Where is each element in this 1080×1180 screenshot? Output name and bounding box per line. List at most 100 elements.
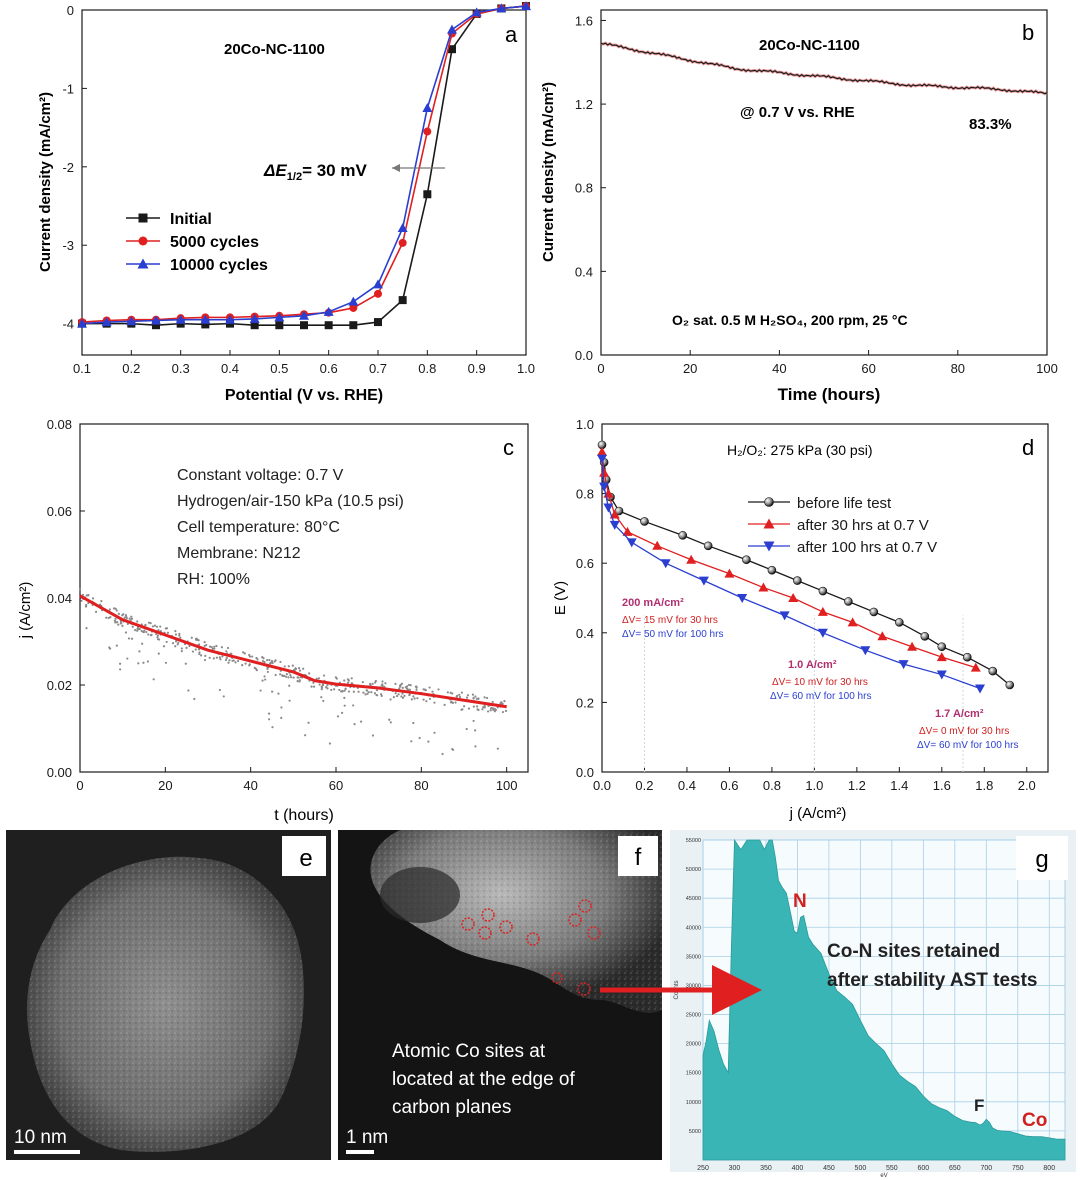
scatter-point <box>155 625 159 628</box>
y-tick-label: 0.4 <box>576 626 594 641</box>
panel-g-series <box>702 838 1066 1161</box>
y-tick-label: 0.2 <box>576 695 594 710</box>
panel-f-caption-1: Atomic Co sites at <box>392 1041 546 1062</box>
scatter-point <box>248 664 251 667</box>
scatter-point <box>334 676 337 679</box>
data-point <box>869 607 879 617</box>
scatter-point <box>118 662 122 665</box>
scatter-point <box>108 608 111 611</box>
scatter-point <box>152 678 155 681</box>
scatter-point <box>136 620 139 623</box>
data-point <box>398 238 407 247</box>
scatter-point <box>398 687 401 690</box>
group-title: 200 mA/cm² <box>622 597 684 609</box>
scatter-point <box>176 643 179 646</box>
co-site-marker <box>577 982 591 996</box>
legend-marker <box>138 213 148 223</box>
scatter-point <box>312 685 316 688</box>
annotation-value: = 30 mV <box>302 161 367 180</box>
data-point <box>788 593 799 602</box>
data-point <box>603 503 614 513</box>
scatter-point <box>215 656 219 659</box>
group-line-100hrs: ΔV= 60 mV for 100 hrs <box>917 740 1018 751</box>
data-point <box>660 559 671 569</box>
scatter-point <box>504 709 508 713</box>
panel-a-legend: Initial 5000 cycles 10000 cycles <box>126 211 268 274</box>
data-point <box>975 684 986 694</box>
y-tick-label: 1.2 <box>575 97 593 112</box>
scatter-point <box>174 633 178 636</box>
scatter-point <box>304 734 307 737</box>
scatter-point <box>501 702 504 705</box>
scatter-point <box>320 696 323 699</box>
x-tick-label: 2.0 <box>1018 778 1036 793</box>
data-point <box>779 611 790 621</box>
x-tick-label: 550 <box>886 1165 898 1172</box>
scatter-point <box>454 701 457 704</box>
scatter-point <box>410 740 413 743</box>
y-tick-label: 45000 <box>686 896 701 902</box>
panel-a-yticks: 0 -1 -2 -3 -4 <box>62 3 87 332</box>
y-tick-label: 40000 <box>686 925 701 931</box>
data-point <box>397 222 408 232</box>
condition-line: Constant voltage: 0.7 V <box>177 467 344 484</box>
scatter-point <box>493 707 496 711</box>
scatter-point <box>375 693 378 697</box>
data-point <box>101 317 112 327</box>
scatter-point <box>412 695 415 698</box>
x-tick-label: 1.8 <box>975 778 993 793</box>
scatter-point <box>228 659 231 662</box>
scatter-point <box>450 700 453 703</box>
x-tick-label: 350 <box>760 1165 772 1172</box>
y-tick-label: -4 <box>62 317 74 332</box>
panel-b-retention: 83.3% <box>969 116 1012 133</box>
scatter-point <box>94 610 98 613</box>
scatter-point <box>416 697 419 700</box>
scatter-point <box>477 708 480 712</box>
panel-d-letter: d <box>1022 435 1034 460</box>
scatter-point <box>431 690 434 693</box>
scatter-point <box>136 627 139 630</box>
scatter-point <box>109 615 112 619</box>
scatter-point <box>119 668 122 671</box>
scatter-point <box>224 658 228 662</box>
data-point <box>793 576 802 585</box>
scatter-point <box>401 696 405 699</box>
data-point <box>374 318 382 327</box>
scatter-point <box>157 629 160 632</box>
y-tick-label: 0.8 <box>575 181 593 196</box>
scatter-point <box>264 678 267 681</box>
scatter-point <box>142 630 145 633</box>
y-tick-label: 50000 <box>686 867 701 873</box>
scatter-point <box>322 699 325 703</box>
scatter-point <box>213 647 216 650</box>
panel-d-frame <box>601 423 1049 773</box>
x-tick-label: 650 <box>949 1165 961 1172</box>
scatter-point <box>162 645 166 648</box>
scatter-point <box>187 689 190 692</box>
scatter-point <box>501 710 505 714</box>
fit-line <box>79 594 507 709</box>
scatter-point <box>114 621 117 624</box>
scatter-point <box>389 698 392 701</box>
panel-b-yticks: 0.0 0.4 0.8 1.2 1.6 <box>575 13 606 363</box>
scatter-point <box>166 631 170 634</box>
peak-label-f: F <box>974 1096 984 1115</box>
y-tick-label: 1.0 <box>576 417 594 432</box>
scatter-point <box>400 682 404 685</box>
scatter-point <box>256 658 259 661</box>
scatter-point <box>141 642 144 645</box>
data-point <box>817 606 828 616</box>
scatter-point <box>466 694 470 697</box>
data-point <box>300 321 308 330</box>
scatter-point <box>350 677 353 680</box>
scatter-point <box>320 685 323 688</box>
scatter-point <box>489 709 492 712</box>
scatter-point <box>465 696 469 699</box>
panel-c-xlabel: t (hours) <box>274 807 334 824</box>
y-tick-label: 55000 <box>686 838 701 844</box>
scatter-point <box>287 676 290 679</box>
scatter-point <box>130 637 134 640</box>
data-point <box>175 314 186 324</box>
panel-a-series <box>77 1 531 330</box>
